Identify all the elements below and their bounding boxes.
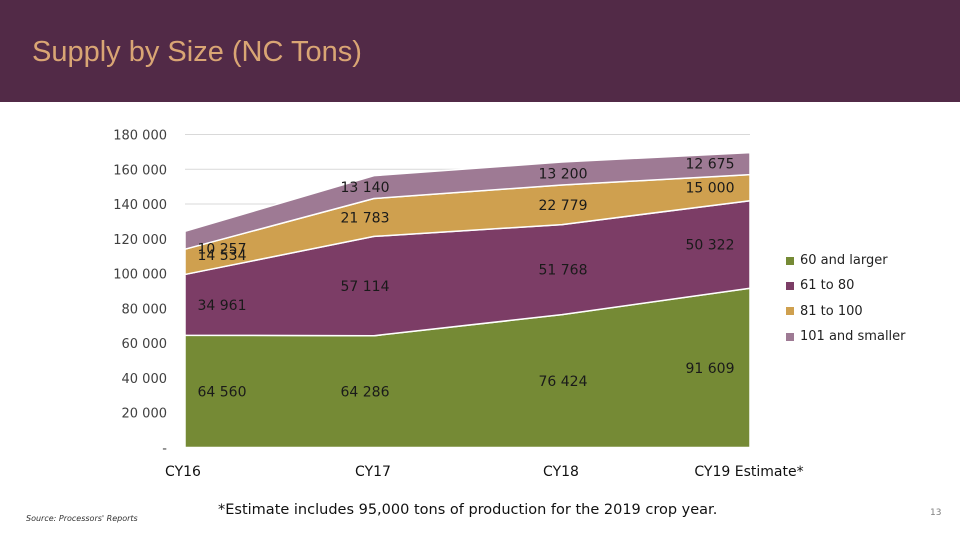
data-label: 21 783 — [341, 210, 390, 226]
y-axis-ticks: - 20 000 40 000 60 000 80 000 100 000 120 000 1… — [113, 129, 167, 457]
data-label: 64 560 — [198, 384, 247, 400]
data-label: 13 200 — [539, 167, 588, 183]
data-label: 13 140 — [341, 180, 390, 196]
x-tick-label: CY16 — [165, 464, 201, 480]
legend-item: 101 and smaller — [786, 324, 906, 349]
source-note: Source: Processors' Reports — [26, 514, 138, 523]
data-label: 50 322 — [686, 237, 735, 253]
y-tick-label: 120 000 — [113, 233, 167, 248]
y-tick-label: 100 000 — [113, 268, 167, 283]
page-number: 13 — [930, 508, 942, 518]
x-axis-ticks: CY16 CY17 CY18 CY19 Estimate* — [165, 464, 804, 480]
y-tick-label: 60 000 — [122, 337, 168, 352]
legend-label: 101 and smaller — [800, 329, 906, 345]
data-labels: 64 560 64 286 76 424 91 609 34 961 57 114 51 7… — [198, 157, 735, 401]
legend-label: 61 to 80 — [800, 278, 855, 294]
data-label: 12 675 — [686, 157, 735, 173]
slide-title: Supply by Size (NC Tons) — [32, 36, 362, 68]
title-bar: Supply by Size (NC Tons) — [0, 0, 960, 102]
y-tick-label: 160 000 — [113, 163, 167, 178]
y-tick-label: 140 000 — [113, 198, 167, 213]
y-tick-label: 180 000 — [113, 129, 167, 144]
legend-swatch — [786, 256, 794, 265]
footnote: *Estimate includes 95,000 tons of produc… — [218, 502, 718, 518]
legend-label: 60 and larger — [800, 253, 888, 269]
area-series — [184, 151, 751, 449]
legend-item: 61 to 80 — [786, 273, 906, 298]
data-label: 51 768 — [539, 263, 588, 279]
y-tick-label: 80 000 — [122, 302, 168, 317]
data-label: 91 609 — [686, 361, 735, 377]
legend: 60 and larger 61 to 80 81 to 100 101 and sm… — [786, 248, 906, 349]
x-tick-label: CY17 — [355, 464, 391, 480]
legend-swatch — [786, 307, 794, 316]
data-label: 76 424 — [539, 374, 588, 390]
legend-label: 81 to 100 — [800, 303, 863, 319]
legend-item: 60 and larger — [786, 248, 906, 273]
data-label: 14 534 — [198, 248, 247, 264]
data-label: 22 779 — [539, 198, 588, 214]
stacked-area-chart: - 20 000 40 000 60 000 80 000 100 000 120 000 1… — [113, 129, 804, 481]
x-tick-label: CY18 — [543, 464, 579, 480]
data-label: 15 000 — [686, 181, 735, 197]
y-tick-label: - — [162, 442, 167, 457]
legend-swatch — [786, 332, 794, 341]
data-label: 34 961 — [198, 298, 247, 314]
x-tick-label: CY19 Estimate* — [694, 464, 803, 480]
data-label: 57 114 — [341, 279, 390, 295]
data-label: 10 257 — [198, 241, 247, 257]
area-series-101-and-smaller — [184, 151, 751, 250]
data-label: 64 286 — [341, 385, 390, 401]
y-tick-label: 40 000 — [122, 372, 168, 387]
y-tick-label: 20 000 — [122, 407, 168, 422]
legend-swatch — [786, 281, 794, 290]
legend-item: 81 to 100 — [786, 299, 906, 324]
